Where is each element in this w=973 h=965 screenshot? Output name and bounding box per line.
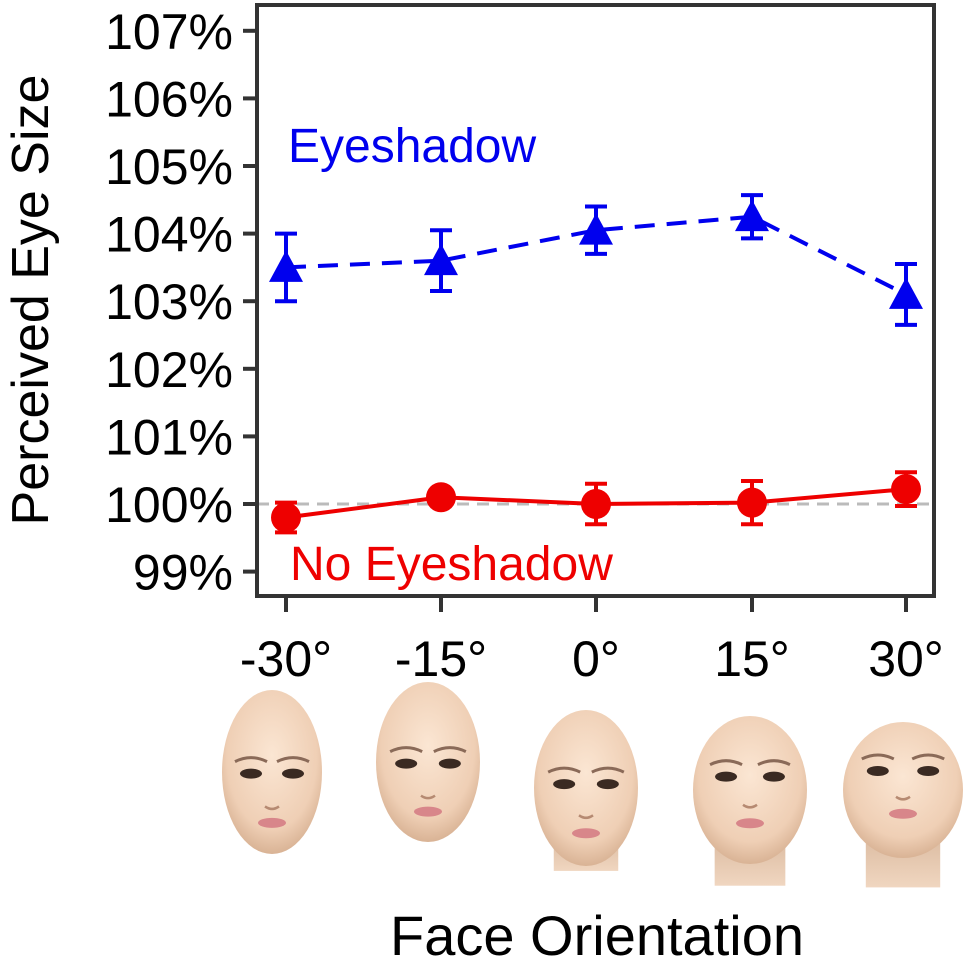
data-point-triangle (269, 250, 303, 282)
series-eyeshadow (269, 193, 923, 327)
face-icons (222, 682, 963, 888)
face-icon-minus-30 (222, 690, 322, 854)
data-point-triangle (889, 277, 923, 309)
data-point-triangle (735, 199, 769, 232)
y-axis-label: Perceived Eye Size (2, 75, 60, 526)
data-point-circle (426, 482, 456, 513)
x-tick-label: 15° (714, 631, 790, 687)
y-tick-label: 100% (105, 477, 233, 533)
x-axis: -30° -15° 0° 15° 30° (240, 596, 944, 687)
x-axis-label: Face Orientation (390, 904, 804, 965)
y-axis: 99% 100% 101% 102% 103% 104% 105% 106% 107% (105, 4, 257, 601)
series-labels: Eyeshadow No Eyeshadow (288, 120, 613, 591)
series-group (269, 193, 923, 535)
data-point-circle (737, 487, 767, 518)
face-icon-0 (534, 710, 638, 871)
y-tick-label: 105% (105, 139, 233, 195)
series-label-eyeshadow: Eyeshadow (288, 120, 536, 173)
series-no-eyeshadow (271, 470, 921, 535)
y-tick-label: 106% (105, 71, 233, 127)
y-tick-label: 103% (105, 274, 233, 330)
data-point-circle (581, 489, 611, 519)
face-icon-30 (843, 722, 963, 888)
data-point-circle (891, 474, 921, 505)
data-point-triangle (579, 213, 613, 245)
face-icon-minus-15 (376, 682, 480, 842)
x-tick-label: -30° (240, 631, 332, 687)
y-tick-label: 101% (105, 409, 233, 465)
data-point-circle (271, 502, 301, 533)
face-icon-15 (693, 716, 807, 886)
series-line (285, 214, 907, 297)
y-tick-label: 107% (105, 4, 233, 60)
x-tick-label: -15° (395, 631, 487, 687)
data-point-triangle (424, 243, 458, 276)
y-tick-label: 99% (133, 545, 233, 601)
y-tick-label: 102% (105, 342, 233, 398)
series-label-no-eyeshadow: No Eyeshadow (290, 538, 613, 591)
y-tick-label: 104% (105, 207, 233, 263)
x-tick-label: 0° (572, 631, 620, 687)
x-tick-label: 30° (868, 631, 944, 687)
